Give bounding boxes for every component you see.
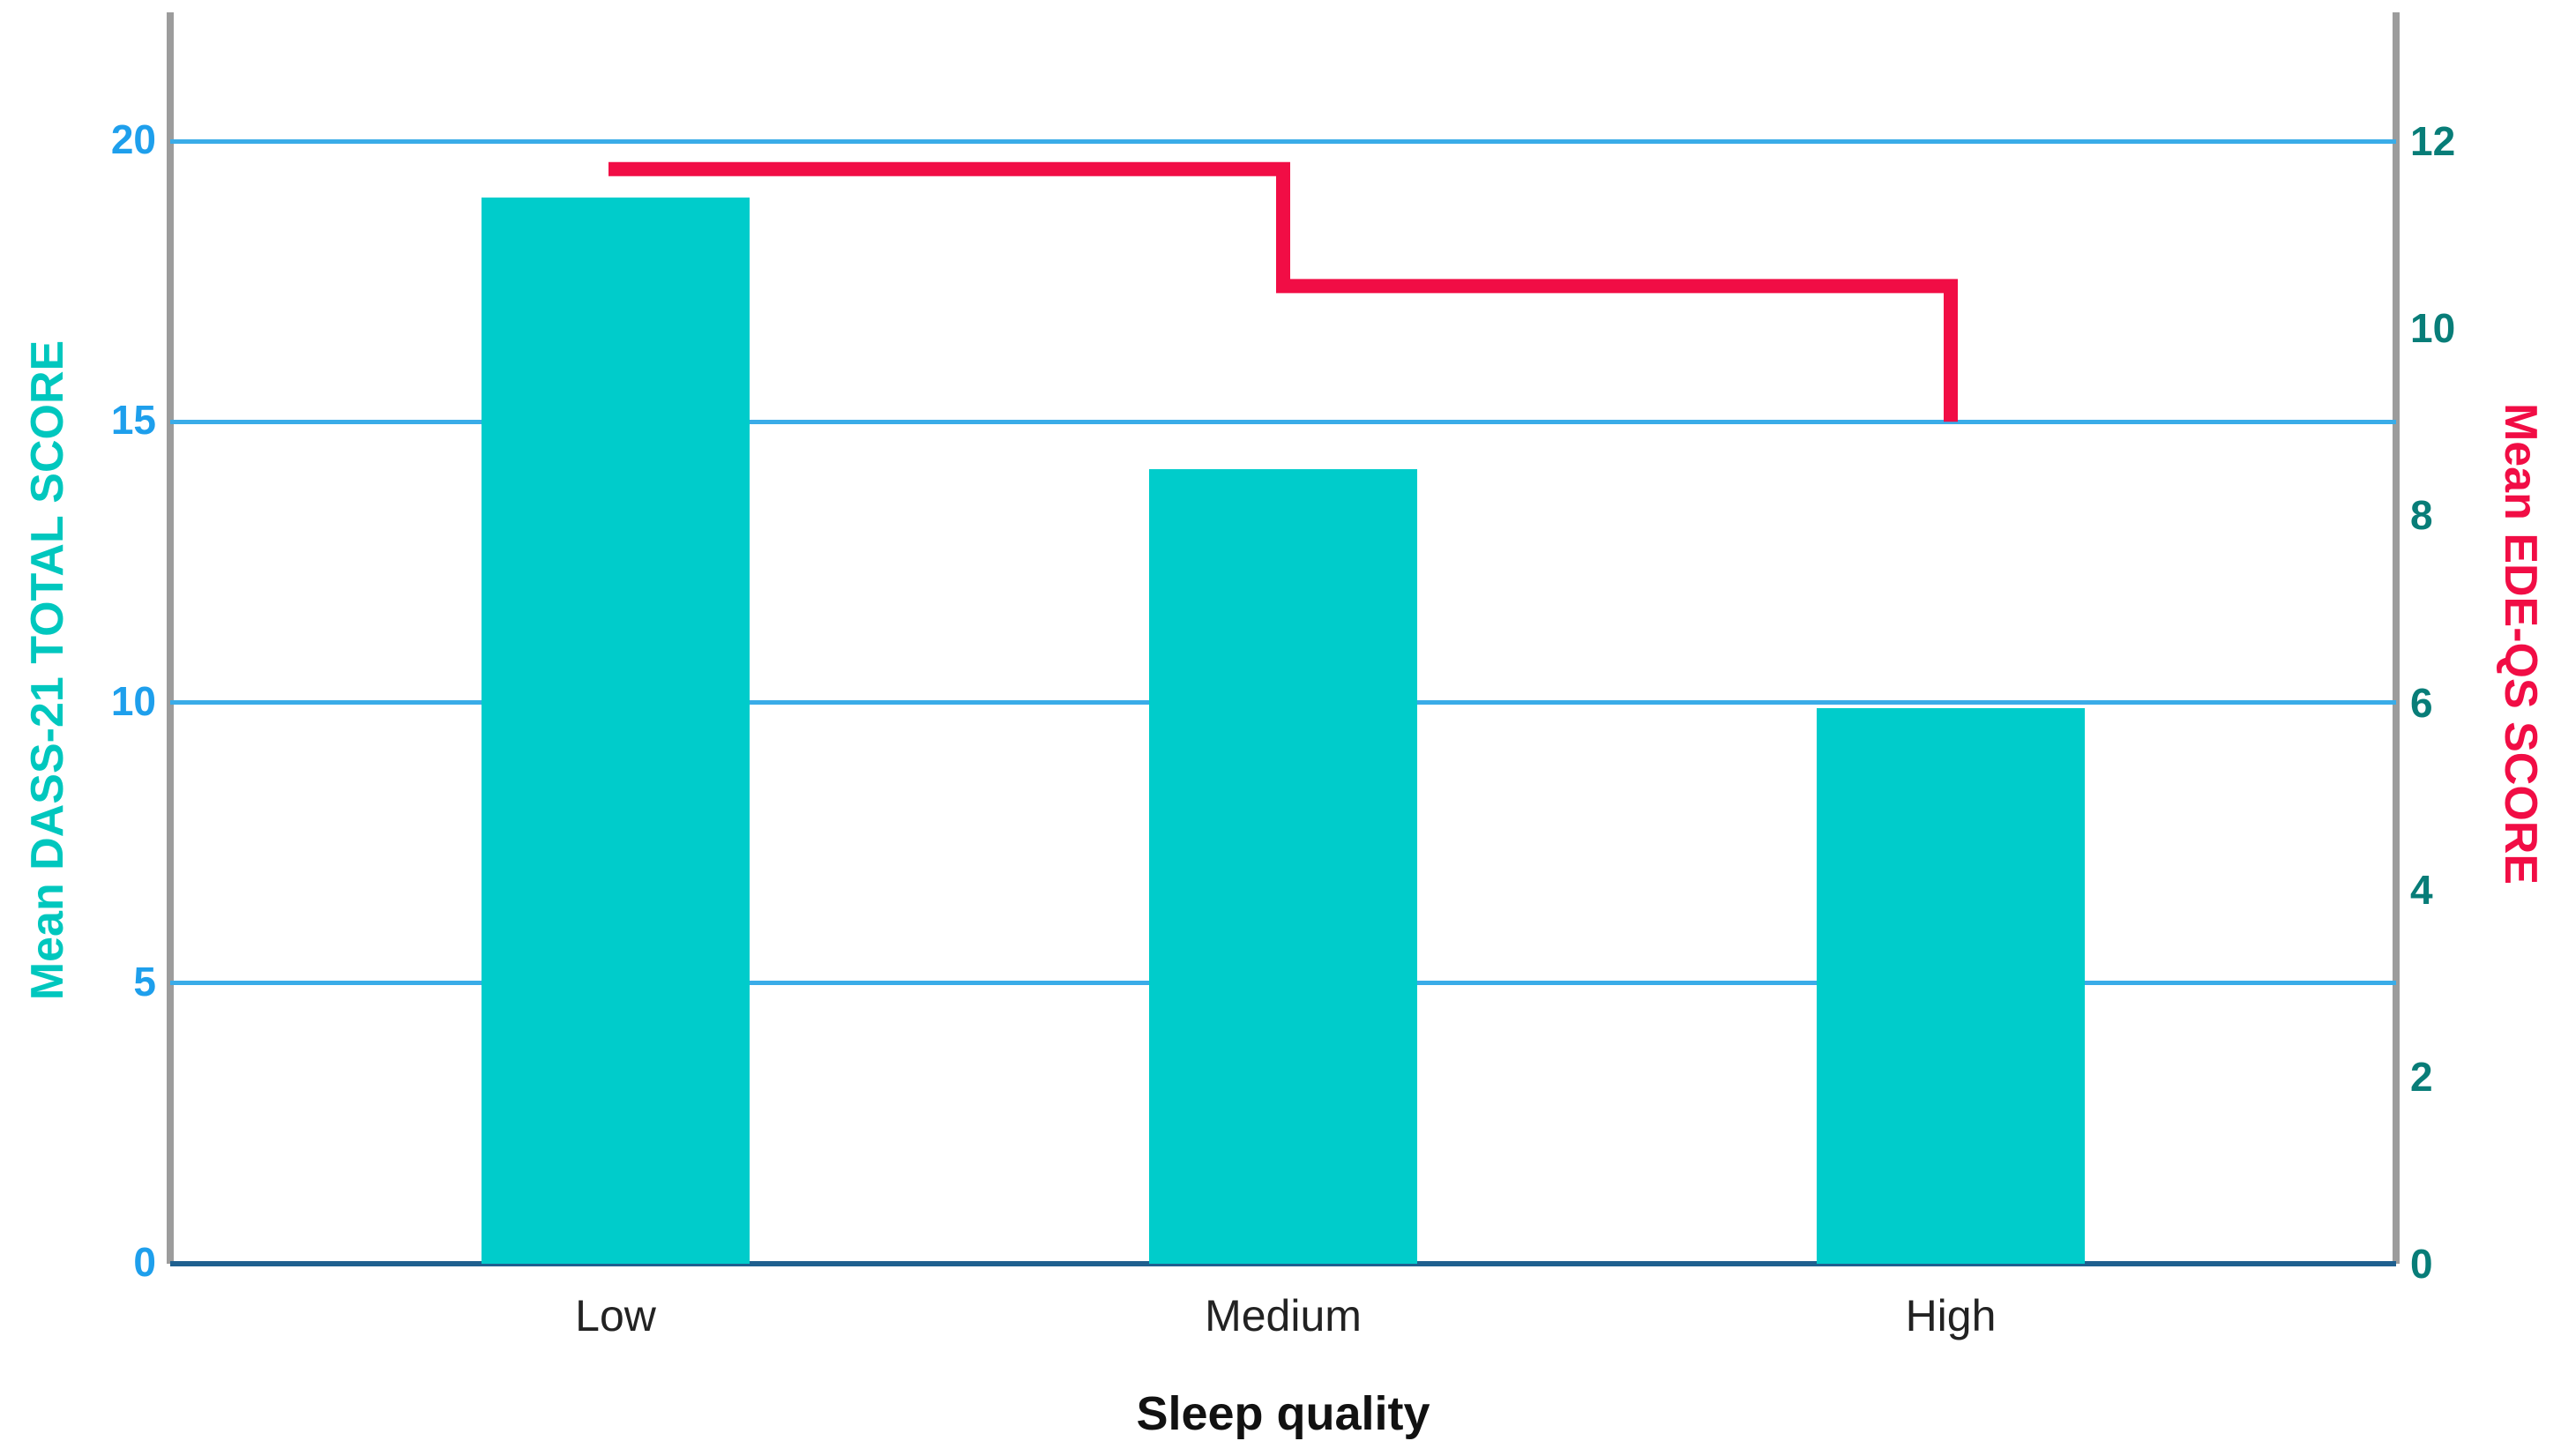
right-tick-4: 4 xyxy=(2410,866,2433,913)
left-tick-0: 0 xyxy=(133,1238,156,1285)
bar-low xyxy=(482,197,750,1264)
right-axis-line xyxy=(2393,12,2400,1264)
right-tick-0: 0 xyxy=(2410,1241,2433,1287)
left-tick-10: 10 xyxy=(110,677,156,724)
right-tick-2: 2 xyxy=(2410,1053,2433,1100)
left-axis-line xyxy=(167,12,174,1264)
bar-high xyxy=(1817,707,2085,1264)
category-label-medium: Medium xyxy=(1205,1291,1362,1340)
left-axis-title: Mean DASS-21 TOTAL SCORE xyxy=(22,340,73,1001)
left-tick-20: 20 xyxy=(110,116,156,162)
right-tick-10: 10 xyxy=(2410,305,2456,352)
right-tick-12: 12 xyxy=(2410,118,2456,164)
right-tick-6: 6 xyxy=(2410,679,2433,726)
gridline-20 xyxy=(170,138,2396,144)
bar-medium xyxy=(1149,469,1417,1264)
right-tick-8: 8 xyxy=(2410,492,2433,539)
x-axis-baseline xyxy=(170,1261,2396,1266)
x-axis-title: Sleep quality xyxy=(1136,1387,1430,1440)
category-label-low: Low xyxy=(575,1291,656,1340)
category-label-high: High xyxy=(1905,1291,1997,1340)
left-tick-5: 5 xyxy=(133,958,156,1004)
step-line-path xyxy=(609,161,1958,422)
left-tick-15: 15 xyxy=(110,397,156,444)
right-axis-title: Mean EDE-QS SCORE xyxy=(2495,402,2546,885)
